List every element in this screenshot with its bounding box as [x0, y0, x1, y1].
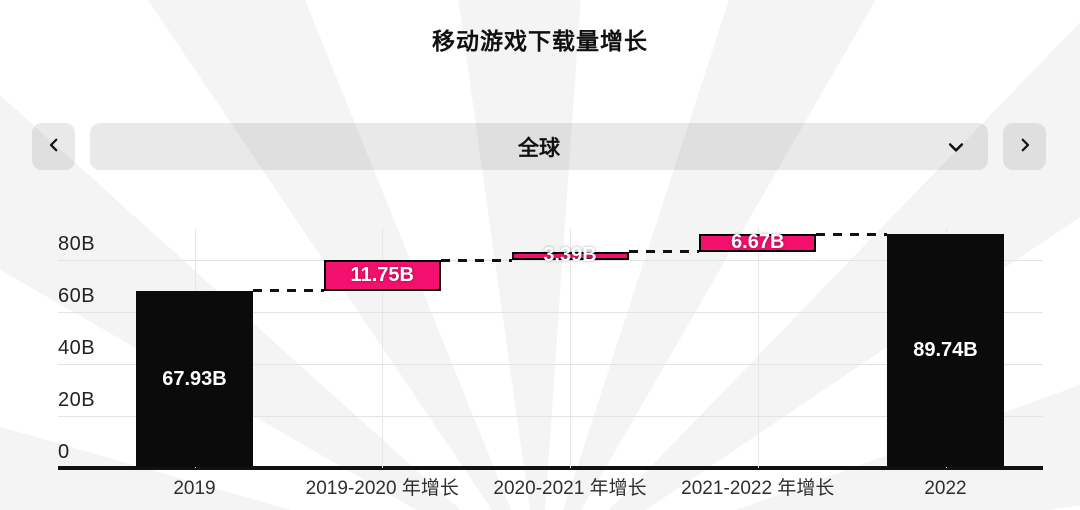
y-tick-label: 20B: [58, 388, 96, 411]
gridline-horizontal: [58, 363, 1043, 365]
connector-dashed-line: [628, 250, 700, 254]
gridline-vertical: [570, 228, 571, 468]
bar-value-label: 6.67B: [731, 231, 785, 254]
bar-2019-2020 年增长[interactable]: 11.75B: [323, 260, 441, 291]
y-tick-label: 80B: [58, 232, 96, 255]
region-dropdown[interactable]: 全球: [90, 123, 988, 170]
chevron-down-icon: [946, 137, 966, 162]
y-tick-label: 60B: [58, 284, 96, 307]
chevron-right-icon: [1016, 136, 1034, 157]
gridline-vertical: [382, 228, 384, 468]
x-axis-label: 2019: [173, 478, 216, 499]
y-tick-label: 0: [58, 440, 70, 463]
bar-value-label: 67.93B: [162, 367, 227, 390]
connector-dashed-line: [253, 289, 324, 293]
connector-dashed-line: [816, 232, 887, 236]
gridline-horizontal: [58, 311, 1043, 313]
gridline-vertical: [757, 228, 759, 468]
x-axis-line: [58, 466, 1043, 470]
previous-region-button[interactable]: [32, 123, 75, 170]
x-axis-label: 2019-2020 年增长: [305, 478, 459, 499]
bar-2022[interactable]: 89.74B: [887, 234, 1004, 468]
x-axis-label: 2022: [924, 478, 967, 499]
bar-2020-2021 年增长[interactable]: 3.39B: [511, 244, 629, 266]
bar-2021-2022 年增长[interactable]: 6.67B: [699, 231, 817, 254]
x-axis-label: 2020-2021 年增长: [493, 478, 647, 499]
chevron-left-icon: [45, 136, 63, 157]
connector-dashed-line: [440, 258, 512, 262]
gridline-horizontal: [58, 415, 1043, 417]
bar-2019[interactable]: 67.93B: [136, 290, 253, 468]
y-tick-label: 40B: [58, 336, 96, 359]
x-axis-label: 2021-2022 年增长: [681, 478, 835, 499]
next-region-button[interactable]: [1003, 123, 1046, 170]
bar-value-label: 89.74B: [913, 339, 978, 362]
region-dropdown-value: 全球: [518, 136, 560, 160]
bar-value-label: 3.39B: [543, 244, 597, 267]
page-title: 移动游戏下载量增长: [432, 28, 648, 54]
bar-value-label: 11.75B: [350, 264, 414, 287]
